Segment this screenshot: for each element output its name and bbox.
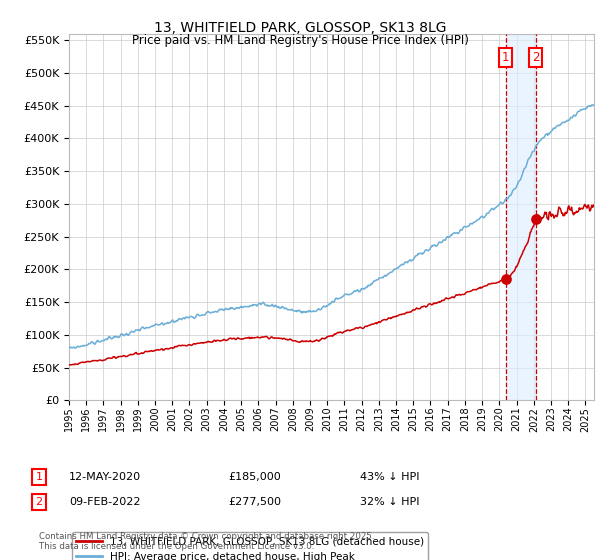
Text: Price paid vs. HM Land Registry's House Price Index (HPI): Price paid vs. HM Land Registry's House … <box>131 34 469 46</box>
Text: £185,000: £185,000 <box>228 472 281 482</box>
Text: 1: 1 <box>502 51 509 64</box>
Text: 32% ↓ HPI: 32% ↓ HPI <box>360 497 419 507</box>
Bar <box>506 34 536 400</box>
Text: 2: 2 <box>532 51 539 64</box>
Text: 2: 2 <box>35 497 43 507</box>
Point <box>531 214 541 223</box>
Text: Contains HM Land Registry data © Crown copyright and database right 2025.
This d: Contains HM Land Registry data © Crown c… <box>39 532 374 551</box>
Text: 1: 1 <box>35 472 43 482</box>
Point <box>501 275 511 284</box>
Text: 13, WHITFIELD PARK, GLOSSOP, SK13 8LG: 13, WHITFIELD PARK, GLOSSOP, SK13 8LG <box>154 21 446 35</box>
Text: £277,500: £277,500 <box>228 497 281 507</box>
Text: 43% ↓ HPI: 43% ↓ HPI <box>360 472 419 482</box>
Text: 12-MAY-2020: 12-MAY-2020 <box>69 472 141 482</box>
Legend: 13, WHITFIELD PARK, GLOSSOP, SK13 8LG (detached house), HPI: Average price, deta: 13, WHITFIELD PARK, GLOSSOP, SK13 8LG (d… <box>71 532 428 560</box>
Text: 09-FEB-2022: 09-FEB-2022 <box>69 497 140 507</box>
